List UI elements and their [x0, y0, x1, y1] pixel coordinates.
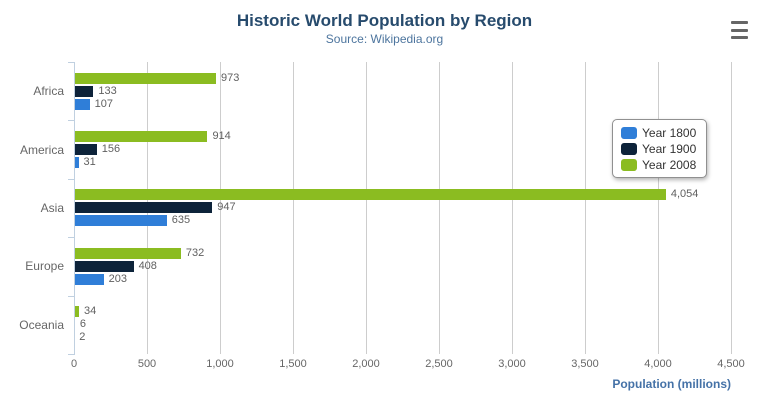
category-axis-labels: Africa America Asia Europe Oceania [0, 62, 64, 354]
gridline [511, 62, 513, 354]
axis-tick [68, 354, 74, 355]
gridline [292, 62, 294, 354]
bar-value-label: 914 [212, 130, 231, 143]
legend-symbol [621, 158, 637, 171]
legend-label: Year 1800 [642, 125, 697, 140]
value-axis-tick-label: 3,500 [571, 358, 599, 370]
bar-year-1800-america[interactable] [74, 157, 79, 169]
bar-row: 947 [74, 201, 731, 214]
bar-row: 732 [74, 246, 731, 259]
hamburger-icon [731, 36, 748, 39]
bar-row: 635 [74, 214, 731, 227]
legend-symbol [621, 126, 637, 139]
chart-subtitle: Source: Wikipedia.org [325, 32, 444, 46]
bar-row: 31 [74, 156, 731, 169]
legend-item-year-1800[interactable]: Year 1800 [621, 125, 696, 140]
bar-value-label: 6 [79, 318, 86, 331]
hamburger-icon [731, 28, 748, 32]
bar-value-label: 31 [83, 156, 96, 169]
bar-year-1900-asia[interactable] [74, 202, 213, 214]
value-axis-tick-label: 2,500 [425, 358, 453, 370]
plot-area: 973 133 107 914 156 31 4,054 947 635 732 408 203 34 6… [74, 62, 732, 354]
gridline [657, 62, 659, 354]
bar-row: 2 [74, 331, 731, 344]
bar-value-label: 2 [79, 331, 86, 344]
bar-year-1800-asia[interactable] [74, 215, 167, 227]
bar-row: 107 [74, 97, 731, 110]
value-axis-tick-label: 1,500 [279, 358, 307, 370]
gridline [219, 62, 221, 354]
bar-row: 156 [74, 143, 731, 156]
legend: Year 1800 Year 1900 Year 2008 [612, 119, 708, 178]
axis-tick [68, 295, 74, 297]
bar-year-1800-africa[interactable] [74, 98, 90, 110]
bar-row: 4,054 [74, 188, 731, 201]
value-axis-title: Population (millions) [612, 377, 731, 391]
bar-year-2008-america[interactable] [74, 131, 208, 143]
category-label-africa: Africa [33, 84, 64, 99]
category-band-america: 914 156 31 [74, 120, 731, 178]
bar-row: 973 [74, 71, 731, 84]
bar-value-label: 34 [83, 305, 97, 318]
legend-symbol [621, 142, 637, 155]
bar-value-label: 107 [94, 97, 113, 110]
bar-year-1900-europe[interactable] [74, 260, 134, 272]
category-label-america: America [19, 142, 64, 157]
axis-tick [68, 237, 74, 239]
bar-value-label: 203 [108, 272, 127, 285]
bar-row: 133 [74, 84, 731, 97]
bar-year-2008-europe[interactable] [74, 247, 181, 259]
chart-context-menu-button[interactable] [728, 18, 752, 42]
bar-year-2008-africa[interactable] [74, 72, 217, 84]
gridline [584, 62, 586, 354]
legend-label: Year 1900 [642, 141, 697, 156]
bar-row: 408 [74, 259, 731, 272]
axis-tick [68, 178, 74, 180]
chart-title: Historic World Population by Region [236, 11, 533, 30]
gridline [438, 62, 440, 354]
category-band-europe: 732 408 203 [74, 237, 731, 295]
value-axis-tick-label: 500 [137, 358, 157, 370]
value-axis-labels: 0 500 1,000 1,500 2,000 2,500 3,000 3,500 4,000 4… [70, 358, 745, 372]
bar-year-1900-africa[interactable] [74, 85, 94, 97]
bar-year-1800-europe[interactable] [74, 273, 104, 285]
category-label-europe: Europe [25, 259, 64, 274]
value-axis-tick-label: 4,000 [644, 358, 672, 370]
legend-item-year-2008[interactable]: Year 2008 [621, 157, 696, 172]
category-axis-line [74, 62, 75, 355]
bar-value-label: 133 [98, 84, 117, 97]
bar-row: 34 [74, 305, 731, 318]
bar-year-2008-oceania[interactable] [74, 306, 79, 318]
bar-value-label: 635 [171, 214, 191, 227]
axis-tick [68, 62, 74, 63]
gridline [365, 62, 367, 354]
hamburger-icon [731, 21, 748, 24]
bar-value-label: 408 [138, 259, 157, 272]
bar-value-label: 947 [217, 201, 236, 214]
category-band-africa: 973 133 107 [74, 62, 731, 120]
value-axis-tick-label: 3,000 [498, 358, 526, 370]
value-axis-tick-label: 1,000 [206, 358, 234, 370]
legend-label: Year 2008 [642, 157, 697, 172]
axis-tick [68, 120, 74, 122]
bar-value-label: 732 [185, 246, 205, 259]
value-axis-tick-label: 2,000 [352, 358, 380, 370]
category-label-asia: Asia [40, 200, 64, 215]
gridline [730, 62, 732, 354]
bar-row: 914 [74, 130, 731, 143]
bar-year-1900-america[interactable] [74, 144, 97, 156]
bar-value-label: 4,054 [670, 188, 699, 201]
category-band-oceania: 34 6 2 [74, 296, 731, 354]
category-band-asia: 4,054 947 635 [74, 179, 731, 237]
bar-row: 203 [74, 272, 731, 285]
bar-value-label: 973 [221, 71, 240, 84]
bar-row: 6 [74, 318, 731, 331]
value-axis-tick-label: 0 [70, 358, 78, 370]
category-label-oceania: Oceania [19, 317, 64, 332]
bar-year-2008-asia[interactable] [74, 189, 666, 201]
legend-item-year-1900[interactable]: Year 1900 [621, 141, 696, 156]
value-axis-tick-label: 4,500 [717, 358, 745, 370]
bar-value-label: 156 [101, 143, 121, 156]
